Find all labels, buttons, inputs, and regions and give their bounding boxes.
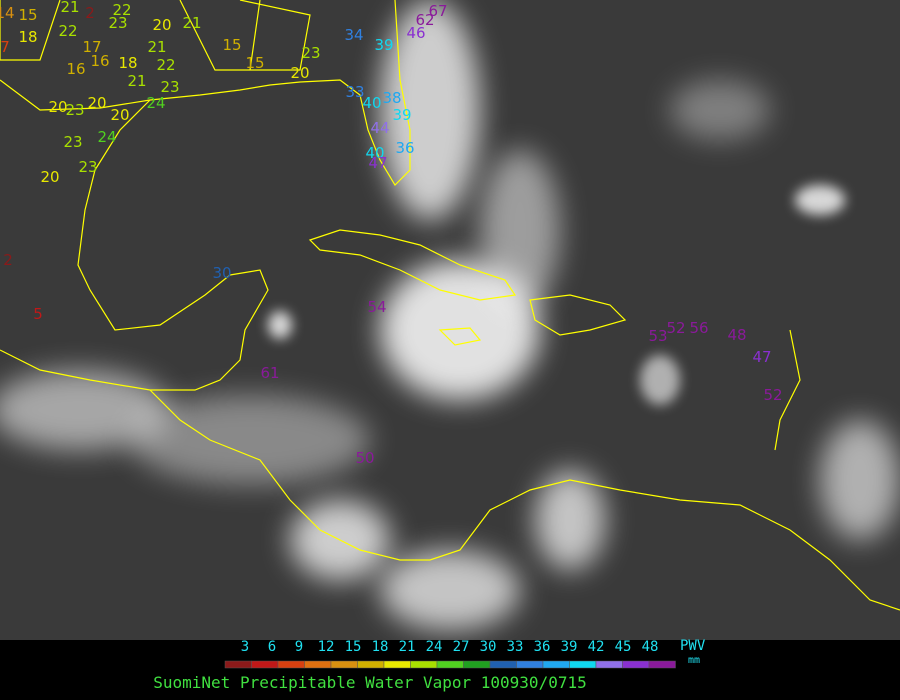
legend-tick-label: 9	[295, 639, 303, 655]
station-value: 56	[689, 319, 708, 337]
legend-tick-label: 12	[318, 639, 335, 655]
station-value: 20	[152, 16, 171, 34]
legend-swatch	[383, 660, 411, 669]
station-value: 7	[0, 38, 10, 56]
station-value: 17	[82, 38, 101, 56]
station-value: 22	[156, 56, 175, 74]
legend-tick-label: 6	[268, 639, 276, 655]
station-value: 20	[290, 64, 309, 82]
legend-swatch	[463, 660, 491, 669]
legend-tick-label: 24	[426, 639, 443, 655]
station-value: 2	[3, 251, 13, 269]
legend-tick-label: 18	[372, 639, 389, 655]
station-value: 16	[66, 60, 85, 78]
station-value: 30	[212, 264, 231, 282]
station-value: 23	[65, 101, 84, 119]
station-value: 14	[0, 4, 15, 22]
station-value: 39	[392, 106, 411, 124]
station-value: 22	[112, 1, 131, 19]
station-value: 2	[85, 4, 95, 22]
station-value: 24	[97, 128, 116, 146]
legend-swatch	[330, 660, 358, 669]
station-value: 40	[365, 144, 384, 162]
map-title: SuomiNet Precipitable Water Vapor 100930…	[153, 673, 586, 692]
station-value: 67	[428, 2, 447, 20]
station-value: 62	[415, 11, 434, 29]
station-value: 21	[147, 38, 166, 56]
legend-panel	[0, 640, 900, 700]
station-value: 52	[763, 386, 782, 404]
station-value: 23	[301, 44, 320, 62]
legend-swatch	[516, 660, 544, 669]
station-value: 20	[40, 168, 59, 186]
station-value: 16	[90, 52, 109, 70]
legend-tick-label: 33	[507, 639, 524, 655]
station-value: 50	[355, 449, 374, 467]
station-value: 40	[362, 94, 381, 112]
legend-tick-label: 48	[642, 639, 659, 655]
station-value: 33	[345, 83, 364, 101]
station-value: 36	[395, 139, 414, 157]
station-value: 21	[60, 0, 79, 16]
legend-tick-label: 39	[561, 639, 578, 655]
legend-tick-label: 27	[453, 639, 470, 655]
legend-tick-label: 30	[480, 639, 497, 655]
station-value: 24	[146, 94, 165, 112]
legend-swatch	[224, 660, 252, 669]
station-value: 23	[108, 14, 127, 32]
legend-swatch	[410, 660, 438, 669]
legend-tick-label: 21	[399, 639, 416, 655]
station-value: 21	[182, 14, 201, 32]
station-value: 20	[87, 94, 106, 112]
legend-tick-label: 36	[534, 639, 551, 655]
station-value: 47	[752, 348, 771, 366]
legend-swatch	[542, 660, 570, 669]
station-value: 38	[382, 89, 401, 107]
legend-swatch	[569, 660, 597, 669]
legend-tick-label: 15	[345, 639, 362, 655]
station-value: 20	[48, 98, 67, 116]
legend-swatch	[622, 660, 650, 669]
clouds	[0, 0, 900, 630]
legend-swatch	[357, 660, 385, 669]
station-value: 54	[367, 298, 386, 316]
station-value: 18	[18, 28, 37, 46]
station-value: 47	[368, 154, 387, 172]
legend-swatch	[277, 660, 305, 669]
station-value: 15	[245, 54, 264, 72]
station-value: 52	[666, 319, 685, 337]
station-value: 34	[344, 26, 363, 44]
station-value: 23	[63, 133, 82, 151]
station-value: 53	[648, 327, 667, 345]
legend-tick-label: 3	[241, 639, 249, 655]
station-value: 5	[33, 305, 43, 323]
station-value: 15	[222, 36, 241, 54]
station-value: 61	[260, 364, 279, 382]
legend-tick-label: 45	[615, 639, 632, 655]
legend-swatch	[251, 660, 279, 669]
station-value: 23	[160, 78, 179, 96]
station-value: 46	[406, 24, 425, 42]
station-value: 18	[118, 54, 137, 72]
legend-swatch	[304, 660, 332, 669]
station-value: 48	[727, 326, 746, 344]
legend-swatch	[595, 660, 623, 669]
station-value: 44	[370, 119, 389, 137]
legend-swatch	[489, 660, 517, 669]
station-value: 22	[58, 22, 77, 40]
legend-swatch	[648, 660, 676, 669]
station-value: 23	[78, 158, 97, 176]
legend-swatch	[436, 660, 464, 669]
station-value: 15	[18, 6, 37, 24]
station-value: 39	[374, 36, 393, 54]
coastlines	[0, 0, 900, 611]
station-value: 20	[110, 106, 129, 124]
legend-label: PWV	[680, 638, 706, 654]
legend-tick-label: 42	[588, 639, 605, 655]
station-value: 21	[127, 72, 146, 90]
legend-unit: mm	[688, 655, 700, 666]
